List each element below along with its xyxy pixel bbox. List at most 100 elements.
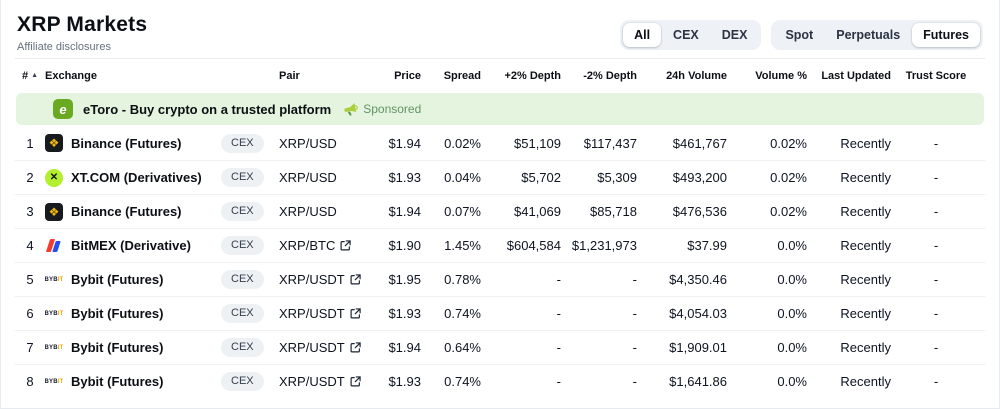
- pair-cell[interactable]: XRP/BTC: [279, 238, 359, 253]
- tab-dex[interactable]: DEX: [711, 23, 759, 47]
- pair-cell[interactable]: XRP/USDT: [279, 306, 361, 321]
- price-cell: $1.94: [388, 135, 421, 151]
- exchange-logo-icon: BYBIT: [45, 344, 63, 351]
- column-header-trust-score[interactable]: Trust Score: [905, 69, 967, 82]
- volume-pct-cell: 0.0%: [777, 340, 807, 355]
- pair-cell[interactable]: XRP/USDT: [279, 374, 361, 389]
- exchange-cell[interactable]: BYBIT Bybit (Futures): [45, 271, 221, 289]
- exchange-name-link[interactable]: XT.COM (Derivatives): [71, 170, 202, 185]
- exchange-name-link[interactable]: Bybit (Futures): [71, 340, 164, 355]
- spread-cell: 0.04%: [444, 170, 481, 185]
- column-header-rank[interactable]: # ▲: [21, 69, 39, 82]
- external-link-icon[interactable]: [350, 308, 361, 319]
- minus2-depth-cell: -: [632, 306, 637, 321]
- external-link-icon[interactable]: [350, 274, 361, 285]
- table-row[interactable]: 3 ❖ Binance (Futures) CEX XRP/USD $1.94 …: [15, 194, 985, 228]
- page-title: XRP Markets: [17, 13, 148, 36]
- pair-link[interactable]: XRP/USDT: [279, 340, 345, 355]
- pair-cell[interactable]: XRP/USD: [279, 204, 359, 219]
- column-header-minus2-depth[interactable]: -2% Depth: [583, 69, 637, 82]
- column-header-last-updated[interactable]: Last Updated: [821, 69, 891, 82]
- table-row[interactable]: 5 BYBIT Bybit (Futures) CEX XRP/USDT $1.…: [15, 262, 985, 296]
- exchange-cell[interactable]: BitMEX (Derivative): [45, 237, 221, 255]
- pair-link[interactable]: XRP/USD: [279, 204, 337, 219]
- tab-all[interactable]: All: [623, 23, 662, 47]
- column-header-24h-volume[interactable]: 24h Volume: [666, 69, 727, 82]
- external-link-icon[interactable]: [350, 342, 361, 353]
- plus2-depth-cell: $604,584: [506, 238, 561, 253]
- plus2-depth-cell: -: [556, 272, 561, 287]
- column-header-plus2-depth[interactable]: +2% Depth: [504, 69, 561, 82]
- cex-badge: CEX: [221, 133, 264, 153]
- column-header-exchange[interactable]: Exchange: [45, 69, 97, 82]
- rank-cell: 6: [26, 306, 34, 321]
- affiliate-disclosures-link[interactable]: Affiliate disclosures: [17, 41, 111, 53]
- exchange-name-link[interactable]: Bybit (Futures): [71, 306, 164, 321]
- volume-cell: $4,054.03: [669, 306, 727, 321]
- column-header-pair[interactable]: Pair: [279, 69, 300, 82]
- table-row[interactable]: 4 BitMEX (Derivative) CEX XRP/BTC $1.90 …: [15, 228, 985, 262]
- sponsored-tag: Sponsored: [343, 102, 421, 117]
- spread-cell: 0.07%: [444, 204, 481, 219]
- exchange-type-cell: CEX: [221, 372, 279, 391]
- exchange-cell[interactable]: BYBIT Bybit (Futures): [45, 305, 221, 323]
- table-row[interactable]: 6 BYBIT Bybit (Futures) CEX XRP/USDT $1.…: [15, 296, 985, 330]
- table-row[interactable]: 8 BYBIT Bybit (Futures) CEX XRP/USDT $1.…: [15, 364, 985, 398]
- column-header-spread[interactable]: Spread: [443, 69, 481, 82]
- exchange-name-link[interactable]: Binance (Futures): [71, 204, 182, 219]
- spread-cell: 0.02%: [444, 135, 481, 151]
- tab-cex[interactable]: CEX: [662, 23, 710, 47]
- filter-tab-groups: All CEX DEX Spot Perpetuals Futures: [620, 20, 983, 50]
- spread-cell: 0.74%: [444, 374, 481, 389]
- exchange-name-link[interactable]: Bybit (Futures): [71, 374, 164, 389]
- pair-cell[interactable]: XRP/USDT: [279, 340, 361, 355]
- exchange-type-cell: CEX: [221, 270, 279, 289]
- column-header-volume-pct[interactable]: Volume %: [755, 69, 807, 82]
- price-cell: $1.94: [388, 204, 421, 219]
- rank-cell: 5: [26, 272, 34, 287]
- tab-perpetuals[interactable]: Perpetuals: [825, 23, 911, 47]
- tab-futures[interactable]: Futures: [912, 23, 980, 47]
- pair-cell[interactable]: XRP/USD: [279, 136, 359, 151]
- exchange-cell[interactable]: ❖ Binance (Futures): [45, 202, 221, 221]
- pair-link[interactable]: XRP/USD: [279, 170, 337, 185]
- sponsored-banner[interactable]: e eToro - Buy crypto on a trusted platfo…: [16, 93, 984, 125]
- table-row[interactable]: 7 BYBIT Bybit (Futures) CEX XRP/USDT $1.…: [15, 330, 985, 364]
- exchange-name-link[interactable]: BitMEX (Derivative): [71, 238, 191, 253]
- exchange-cell[interactable]: ✕ XT.COM (Derivatives): [45, 168, 221, 187]
- pair-cell[interactable]: XRP/USDT: [279, 272, 361, 287]
- exchange-name-link[interactable]: Bybit (Futures): [71, 272, 164, 287]
- external-link-icon[interactable]: [340, 240, 352, 251]
- last-updated-cell: Recently: [840, 374, 891, 389]
- pair-link[interactable]: XRP/USD: [279, 135, 337, 151]
- pair-link[interactable]: XRP/USDT: [279, 374, 345, 389]
- sponsored-label: Sponsored: [363, 102, 422, 116]
- volume-cell: $4,350.46: [669, 272, 727, 287]
- exchange-type-cell: CEX: [221, 304, 279, 323]
- exchange-cell[interactable]: ❖ Binance (Futures): [45, 134, 221, 152]
- trust-score-cell: -: [933, 238, 939, 253]
- column-header-price[interactable]: Price: [394, 69, 421, 82]
- last-updated-cell: Recently: [840, 306, 891, 321]
- exchange-name-link[interactable]: Binance (Futures): [71, 135, 182, 151]
- plus2-depth-cell: $51,109: [514, 135, 561, 151]
- exchange-cell[interactable]: BYBIT Bybit (Futures): [45, 339, 221, 357]
- volume-pct-cell: 0.02%: [770, 170, 807, 185]
- table-row[interactable]: 1 ❖ Binance (Futures) CEX XRP/USD $1.94 …: [15, 126, 985, 160]
- price-cell: $1.93: [388, 374, 421, 389]
- pair-link[interactable]: XRP/BTC: [279, 238, 336, 253]
- pair-cell[interactable]: XRP/USD: [279, 170, 359, 185]
- last-updated-cell: Recently: [840, 170, 891, 185]
- exchange-logo-icon: ❖: [45, 202, 63, 221]
- external-link-icon[interactable]: [350, 376, 361, 387]
- volume-cell: $1,909.01: [669, 340, 727, 355]
- market-type-tabs: Spot Perpetuals Futures: [771, 20, 983, 50]
- sponsored-banner-text: eToro - Buy crypto on a trusted platform: [83, 101, 332, 117]
- spread-cell: 0.78%: [444, 272, 481, 287]
- table-row[interactable]: 2 ✕ XT.COM (Derivatives) CEX XRP/USD $1.…: [15, 160, 985, 194]
- last-updated-cell: Recently: [840, 204, 891, 219]
- tab-spot[interactable]: Spot: [774, 23, 824, 47]
- exchange-cell[interactable]: BYBIT Bybit (Futures): [45, 373, 221, 391]
- pair-link[interactable]: XRP/USDT: [279, 306, 345, 321]
- pair-link[interactable]: XRP/USDT: [279, 272, 345, 287]
